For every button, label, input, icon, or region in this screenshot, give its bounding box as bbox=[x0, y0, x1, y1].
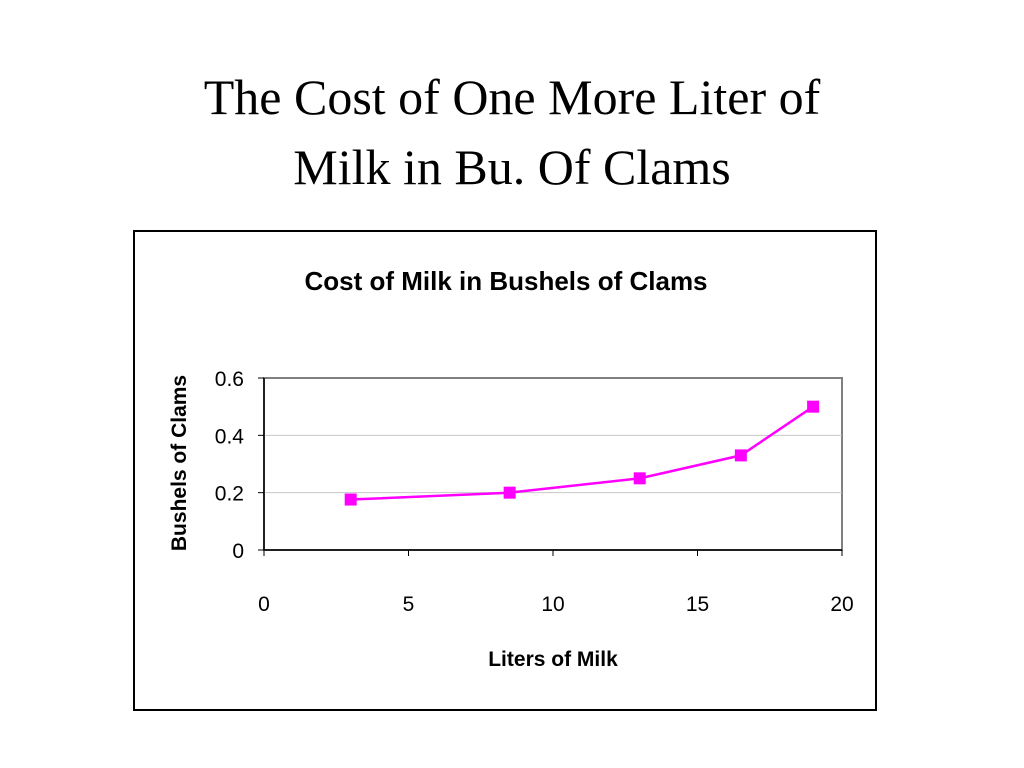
slide-title: The Cost of One More Liter of Milk in Bu… bbox=[0, 62, 1024, 202]
x-tick-label: 0 bbox=[258, 593, 270, 616]
y-tick-label: 0.4 bbox=[215, 425, 245, 448]
slide-title-line2: Milk in Bu. Of Clams bbox=[293, 139, 731, 195]
data-point bbox=[344, 493, 357, 506]
y-axis-label: Bushels of Clams bbox=[168, 375, 191, 551]
slide-title-line1: The Cost of One More Liter of bbox=[203, 69, 821, 125]
y-tick-label: 0.6 bbox=[215, 368, 244, 391]
chart-frame bbox=[133, 230, 877, 711]
x-tick-label: 10 bbox=[541, 593, 564, 616]
data-point bbox=[807, 400, 820, 413]
plot-border bbox=[263, 377, 843, 551]
chart-title: Cost of Milk in Bushels of Clams bbox=[304, 266, 707, 296]
x-tick-label: 20 bbox=[830, 593, 853, 616]
x-tick-label: 15 bbox=[686, 593, 709, 616]
y-tick-label: 0 bbox=[232, 540, 244, 563]
data-point bbox=[503, 486, 516, 499]
plot-area: 0 0.2 0.4 0.6 0 5 10 15 20 bbox=[215, 368, 854, 616]
x-tick-label: 5 bbox=[403, 593, 415, 616]
data-point bbox=[633, 472, 646, 485]
data-point bbox=[734, 449, 747, 462]
x-axis-label: Liters of Milk bbox=[488, 648, 618, 671]
y-tick-label: 0.2 bbox=[215, 483, 244, 506]
